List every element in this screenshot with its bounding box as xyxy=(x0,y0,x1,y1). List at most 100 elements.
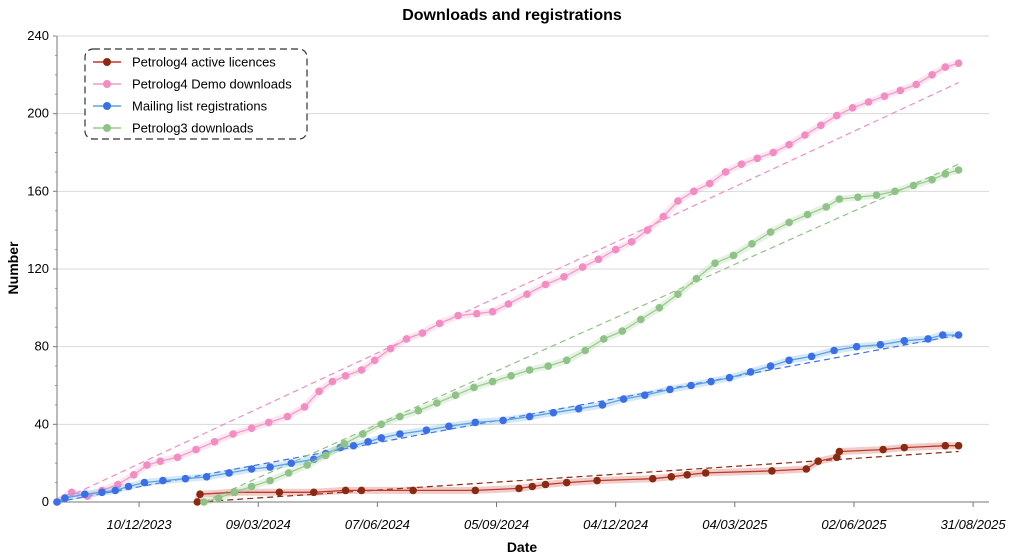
data-point xyxy=(341,486,350,495)
data-point xyxy=(488,377,497,386)
data-point xyxy=(817,121,825,130)
data-point xyxy=(854,193,862,201)
data-point xyxy=(785,356,793,365)
data-point xyxy=(848,104,857,112)
series-halo xyxy=(53,331,963,506)
data-point xyxy=(181,474,190,483)
data-point xyxy=(600,335,608,343)
trendline xyxy=(203,163,959,503)
trendline xyxy=(56,82,959,503)
legend-marker xyxy=(103,124,111,132)
trendlines xyxy=(56,82,959,503)
data-point xyxy=(690,187,698,196)
data-point xyxy=(504,300,513,308)
data-point xyxy=(275,488,284,497)
data-point xyxy=(611,245,620,254)
data-point xyxy=(124,482,133,491)
x-tick-label: 02/06/2025 xyxy=(821,517,887,532)
data-point xyxy=(896,86,905,95)
data-point xyxy=(835,447,844,456)
data-point xyxy=(349,441,358,450)
data-point xyxy=(364,438,372,446)
legend-label: Petrolog3 downloads xyxy=(132,121,254,136)
data-point xyxy=(499,416,507,425)
x-tick-label: 31/08/2025 xyxy=(941,517,1007,532)
data-point xyxy=(594,255,603,264)
data-point xyxy=(876,340,885,349)
legend-item: Petrolog3 downloads xyxy=(93,121,254,136)
data-point xyxy=(938,331,947,339)
data-point xyxy=(130,471,138,479)
trendline xyxy=(197,450,959,503)
y-tick-label: 40 xyxy=(35,416,49,431)
data-point xyxy=(377,420,386,429)
data-point xyxy=(581,346,589,355)
data-point xyxy=(659,212,668,221)
data-point xyxy=(830,346,838,355)
data-point xyxy=(515,484,523,493)
data-point xyxy=(303,461,312,469)
data-point xyxy=(637,315,645,324)
data-point xyxy=(852,342,861,351)
data-point xyxy=(247,482,256,491)
data-point xyxy=(230,488,239,497)
legend-item: Petrolog4 active licences xyxy=(93,55,276,70)
data-point xyxy=(321,451,330,460)
data-point xyxy=(544,362,552,370)
data-point xyxy=(801,131,809,139)
data-point xyxy=(746,368,755,376)
data-point xyxy=(435,319,444,328)
data-point xyxy=(574,405,583,413)
data-point xyxy=(643,226,652,234)
data-point xyxy=(562,356,571,365)
x-tick-label: 07/06/2024 xyxy=(345,517,410,532)
data-point xyxy=(541,280,550,289)
data-point xyxy=(766,228,775,236)
data-point xyxy=(200,498,208,506)
data-point xyxy=(912,80,920,89)
data-point xyxy=(768,467,776,475)
data-point xyxy=(247,424,256,433)
data-point xyxy=(357,486,366,495)
data-point xyxy=(341,372,350,380)
series-2 xyxy=(53,331,963,506)
data-point xyxy=(225,469,233,477)
data-point xyxy=(229,430,237,438)
data-point xyxy=(528,482,537,491)
data-point xyxy=(451,391,460,400)
data-point xyxy=(418,329,427,337)
data-point xyxy=(300,403,309,411)
data-point xyxy=(941,63,950,71)
data-point xyxy=(61,494,69,502)
data-point xyxy=(687,381,695,390)
tick-labels: 0 40 80 120 160 200 240 10/12/2023 09/03/2024 07/… xyxy=(27,28,1006,532)
data-point xyxy=(954,441,963,450)
data-point xyxy=(941,170,950,178)
data-point xyxy=(541,480,550,489)
axes xyxy=(53,35,989,507)
series-layer xyxy=(53,59,963,506)
data-point xyxy=(833,111,841,120)
data-point xyxy=(247,465,256,473)
data-point xyxy=(409,486,417,495)
data-point xyxy=(814,457,822,466)
data-point xyxy=(471,418,480,427)
data-point xyxy=(619,395,628,403)
series-1 xyxy=(53,59,963,506)
data-point xyxy=(941,441,950,450)
data-point xyxy=(549,408,558,417)
data-point xyxy=(721,168,730,176)
data-point xyxy=(525,412,534,421)
data-point xyxy=(114,480,122,489)
x-tick-label: 10/12/2023 xyxy=(107,517,173,532)
data-point xyxy=(725,373,734,382)
y-axis-title: Number xyxy=(5,241,21,294)
data-point xyxy=(833,453,841,462)
data-point xyxy=(370,356,379,365)
y-tick-label: 120 xyxy=(27,261,49,276)
data-point xyxy=(835,195,844,203)
data-point xyxy=(707,377,715,386)
data-point xyxy=(641,391,649,400)
data-point xyxy=(748,240,756,248)
data-point xyxy=(618,327,627,335)
